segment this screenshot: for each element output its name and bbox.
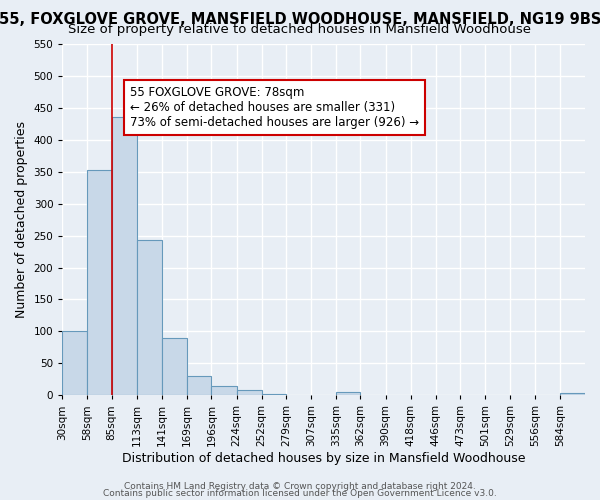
- Bar: [137, 240, 162, 396]
- Bar: [560, 392, 585, 396]
- Bar: [62, 332, 88, 396]
- Bar: [187, 376, 211, 396]
- Bar: [112, 118, 137, 396]
- Bar: [88, 170, 112, 396]
- Bar: [262, 394, 286, 396]
- X-axis label: Distribution of detached houses by size in Mansfield Woodhouse: Distribution of detached houses by size …: [122, 452, 526, 465]
- Text: Contains HM Land Registry data © Crown copyright and database right 2024.: Contains HM Land Registry data © Crown c…: [124, 482, 476, 491]
- Text: Contains public sector information licensed under the Open Government Licence v3: Contains public sector information licen…: [103, 489, 497, 498]
- Text: Size of property relative to detached houses in Mansfield Woodhouse: Size of property relative to detached ho…: [68, 22, 532, 36]
- Bar: [211, 386, 236, 396]
- Y-axis label: Number of detached properties: Number of detached properties: [15, 121, 28, 318]
- Text: 55, FOXGLOVE GROVE, MANSFIELD WOODHOUSE, MANSFIELD, NG19 9BS: 55, FOXGLOVE GROVE, MANSFIELD WOODHOUSE,…: [0, 12, 600, 28]
- Text: 55 FOXGLOVE GROVE: 78sqm
← 26% of detached houses are smaller (331)
73% of semi-: 55 FOXGLOVE GROVE: 78sqm ← 26% of detach…: [130, 86, 419, 129]
- Bar: [336, 392, 361, 396]
- Bar: [162, 338, 187, 396]
- Bar: [236, 390, 262, 396]
